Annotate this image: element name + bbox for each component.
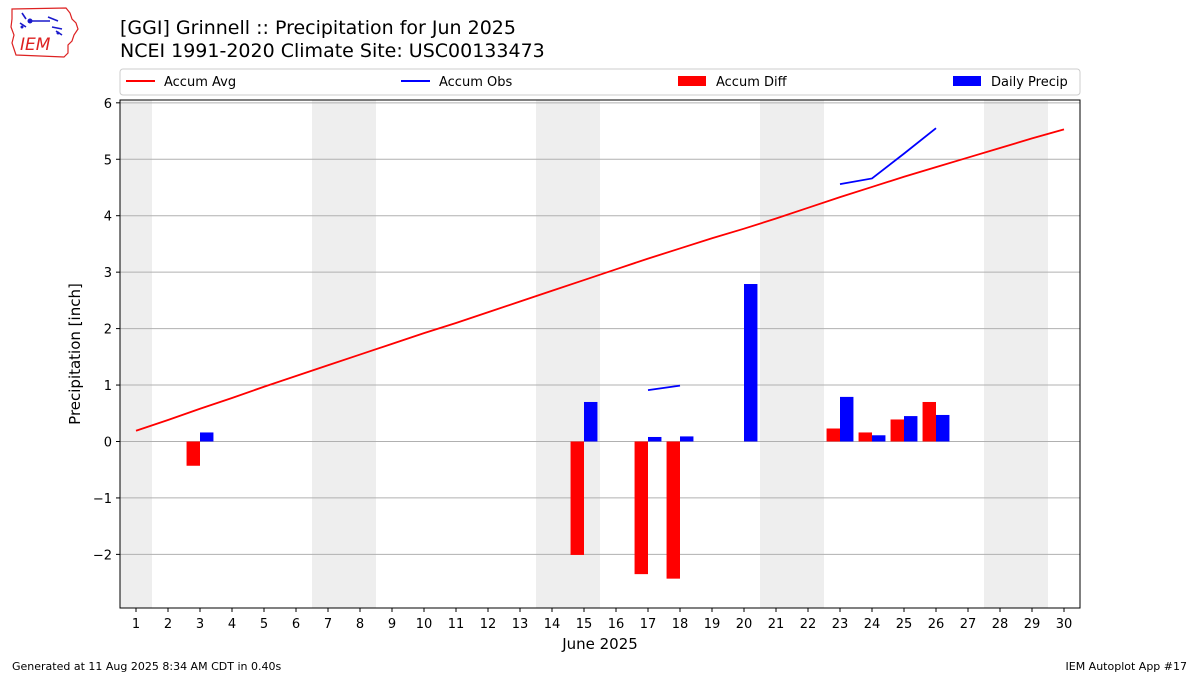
- legend-accum-avg-label: Accum Avg: [164, 75, 236, 90]
- x-tick-label: 14: [544, 617, 561, 632]
- plot-frame: [119, 99, 1081, 609]
- svg-text:IEM: IEM: [20, 35, 51, 55]
- y-tick-label: 1: [104, 379, 112, 394]
- accum-diff-bar-day-3: [186, 441, 200, 466]
- weekend-band: [536, 100, 600, 608]
- y-tick-label: 3: [104, 266, 112, 281]
- x-tick-label: 1: [132, 617, 140, 632]
- y-axis-label: Precipitation [inch]: [66, 283, 84, 425]
- y-tick-label: 6: [104, 97, 112, 112]
- accum-avg-line: [135, 128, 1065, 432]
- daily-precip-bar-day-15: [584, 401, 598, 442]
- x-tick-label: 6: [292, 617, 300, 632]
- accum-diff-bar-day-17: [634, 441, 648, 575]
- x-tick-label: 2: [164, 617, 172, 632]
- legend-accum-obs-label: Accum Obs: [439, 75, 512, 90]
- daily-precip-bar-day-25: [904, 416, 918, 442]
- iem-logo: IEM: [8, 5, 82, 63]
- x-tick-label: 24: [864, 617, 881, 632]
- daily-precip-bar-day-23: [840, 396, 854, 442]
- x-tick-label: 10: [416, 617, 433, 632]
- x-tick-label: 26: [928, 617, 945, 632]
- x-tick-label: 8: [356, 617, 364, 632]
- x-tick-label: 20: [736, 617, 753, 632]
- legend: Accum Avg Accum Obs Accum Diff Daily Precip: [119, 68, 1081, 96]
- legend-daily-precip-label: Daily Precip: [991, 75, 1068, 90]
- legend-box: [119, 68, 1081, 96]
- x-tick-label: 30: [1056, 617, 1073, 632]
- x-tick-label: 23: [832, 617, 849, 632]
- accum-obs-line: [647, 384, 681, 392]
- generated-timestamp: Generated at 11 Aug 2025 8:34 AM CDT in …: [12, 660, 282, 673]
- x-tick-label: 18: [672, 617, 689, 632]
- accum-diff-bar-day-26: [922, 401, 936, 442]
- daily-precip-bar-day-20: [744, 284, 758, 442]
- x-tick-label: 25: [896, 617, 913, 632]
- chart-subtitle: NCEI 1991-2020 Climate Site: USC00133473: [120, 40, 545, 62]
- accum-obs-line: [839, 127, 937, 185]
- daily-precip-bar-day-18: [680, 436, 694, 442]
- x-tick-label: 19: [704, 617, 721, 632]
- accum-diff-bar-day-24: [858, 432, 872, 442]
- accum-diff-bar-day-23: [826, 428, 840, 442]
- daily-precip-bar-day-17: [648, 436, 662, 442]
- x-tick-label: 28: [992, 617, 1009, 632]
- y-tick-label: 5: [104, 153, 112, 168]
- x-tick-label: 16: [608, 617, 625, 632]
- accum-diff-bar-day-18: [666, 441, 680, 579]
- x-tick-label: 7: [324, 617, 332, 632]
- weekend-band: [120, 100, 152, 608]
- daily-precip-bar-day-24: [872, 435, 886, 442]
- weekend-band: [312, 100, 376, 608]
- x-tick-label: 17: [640, 617, 657, 632]
- legend-accum-diff-swatch: [678, 76, 706, 86]
- x-tick-label: 9: [388, 617, 396, 632]
- x-tick-label: 21: [768, 617, 785, 632]
- y-tick-label: 4: [104, 210, 112, 225]
- y-tick-label: −1: [93, 492, 112, 507]
- weekend-band: [984, 100, 1048, 608]
- x-tick-label: 4: [228, 617, 236, 632]
- daily-precip-bar-day-26: [936, 414, 950, 442]
- y-tick-label: −2: [93, 548, 112, 563]
- x-tick-label: 11: [448, 617, 465, 632]
- y-tick-label: 2: [104, 323, 112, 338]
- daily-precip-bar-day-3: [200, 432, 214, 442]
- legend-daily-precip-swatch: [953, 76, 981, 86]
- y-tick-label: 0: [104, 435, 112, 450]
- app-label: IEM Autoplot App #17: [1065, 660, 1188, 673]
- x-tick-label: 13: [512, 617, 529, 632]
- x-tick-label: 5: [260, 617, 268, 632]
- accum-diff-bar-day-15: [570, 441, 584, 555]
- x-tick-label: 29: [1024, 617, 1041, 632]
- accum-diff-bar-day-25: [890, 419, 904, 442]
- x-tick-label: 27: [960, 617, 977, 632]
- x-axis-label: June 2025: [561, 635, 638, 653]
- x-tick-label: 12: [480, 617, 497, 632]
- x-tick-label: 15: [576, 617, 593, 632]
- weekend-band: [760, 100, 824, 608]
- x-tick-label: 22: [800, 617, 817, 632]
- chart-title: [GGI] Grinnell :: Precipitation for Jun …: [120, 17, 516, 39]
- legend-accum-diff-label: Accum Diff: [716, 75, 788, 90]
- x-tick-label: 3: [196, 617, 204, 632]
